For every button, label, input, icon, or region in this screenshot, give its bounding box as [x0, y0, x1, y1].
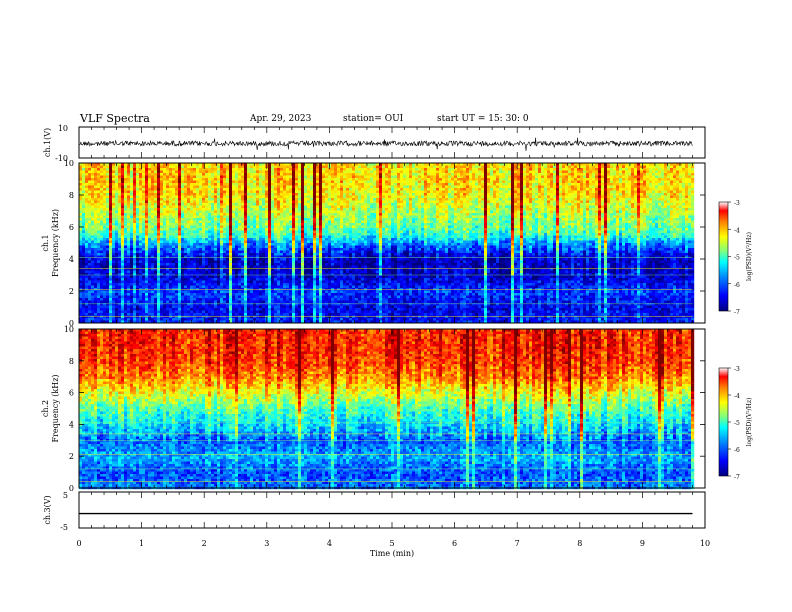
ch1-spectrogram-colorbar-ticklabel: -5 [734, 255, 740, 262]
x-tick-label: 4 [327, 539, 332, 548]
ch2-spectrogram-colorbar-ticklabel: -7 [734, 474, 740, 481]
ch3-ytick-bottom: -5 [60, 523, 68, 532]
ch3-ytick-top: 5 [63, 491, 68, 500]
ch2-spectrogram-ytick-label: 4 [69, 420, 74, 429]
x-tick-label: 1 [139, 539, 144, 548]
ch2-spectrogram-ylabel-frequency: Frequency (kHz) [51, 374, 60, 442]
ch1-spectrogram-ytick-label: 6 [69, 223, 74, 232]
ch2-spectrogram-ylabel-channel: ch.2 [41, 400, 50, 417]
ch1-spectrogram-colorbar [719, 202, 728, 311]
ch1-spectrogram-colorbar-ticklabel: -7 [734, 309, 740, 316]
x-axis-label: Time (min) [370, 549, 414, 558]
ch2-spectrogram-ytick-label: 0 [69, 484, 74, 493]
ch1-waveform-line [79, 138, 692, 151]
x-tick-label: 8 [577, 539, 582, 548]
x-tick-label: 7 [515, 539, 520, 548]
ch1-spectrogram-ylabel-frequency: Frequency (kHz) [51, 209, 60, 277]
ch1-spectrogram-colorbar-label: log(PSD)(V²/Hz) [746, 232, 753, 281]
x-tick-label: 0 [76, 539, 81, 548]
x-tick-label: 2 [202, 539, 207, 548]
ch2-spectrogram-ytick-label: 10 [64, 325, 74, 334]
ch1-spectrogram-colorbar-ticklabel: -6 [734, 282, 740, 289]
ch2-spectrogram-cells [79, 329, 694, 489]
ch2-spectrogram-colorbar-ticklabel: -3 [734, 366, 740, 373]
ch2-spectrogram-colorbar-ticklabel: -6 [734, 447, 740, 454]
ch2-spectrogram-colorbar-ticklabel: -4 [734, 393, 740, 400]
x-tick-label: 5 [389, 539, 394, 548]
ch2-spectrogram-ytick-label: 2 [69, 452, 74, 461]
x-tick-label: 6 [452, 539, 457, 548]
ch1-spectrogram-colorbar-ticklabel: -4 [734, 227, 740, 234]
x-tick-label: 10 [700, 539, 710, 548]
x-tick-label: 3 [264, 539, 269, 548]
ch1-spectrogram-colorbar-ticklabel: -3 [734, 200, 740, 207]
ch1-ytick-top: 10 [58, 124, 68, 133]
ch1-spectrogram-ytick-label: 8 [69, 191, 74, 200]
ch2-spectrogram-ytick-label: 6 [69, 389, 74, 398]
ch3-waveform-ylabel: ch.3(V) [43, 495, 52, 524]
ch1-spectrogram-ytick-label: 2 [69, 287, 74, 296]
ch2-spectrogram-colorbar-label: log(PSD)(V²/Hz) [746, 398, 753, 447]
ch1-waveform-ylabel: ch.1(V) [43, 128, 52, 157]
ch2-spectrogram-colorbar [719, 368, 728, 476]
ch2-spectrogram-colorbar-ticklabel: -5 [734, 420, 740, 427]
ch1-spectrogram-ytick-label: 4 [69, 255, 74, 264]
ch1-spectrogram-ylabel-channel: ch.1 [41, 234, 50, 251]
ch1-spectrogram-cells [79, 163, 694, 323]
ch1-spectrogram-ytick-label: 10 [64, 159, 74, 168]
x-tick-label: 9 [640, 539, 645, 548]
ch2-spectrogram-ytick-label: 8 [69, 357, 74, 366]
